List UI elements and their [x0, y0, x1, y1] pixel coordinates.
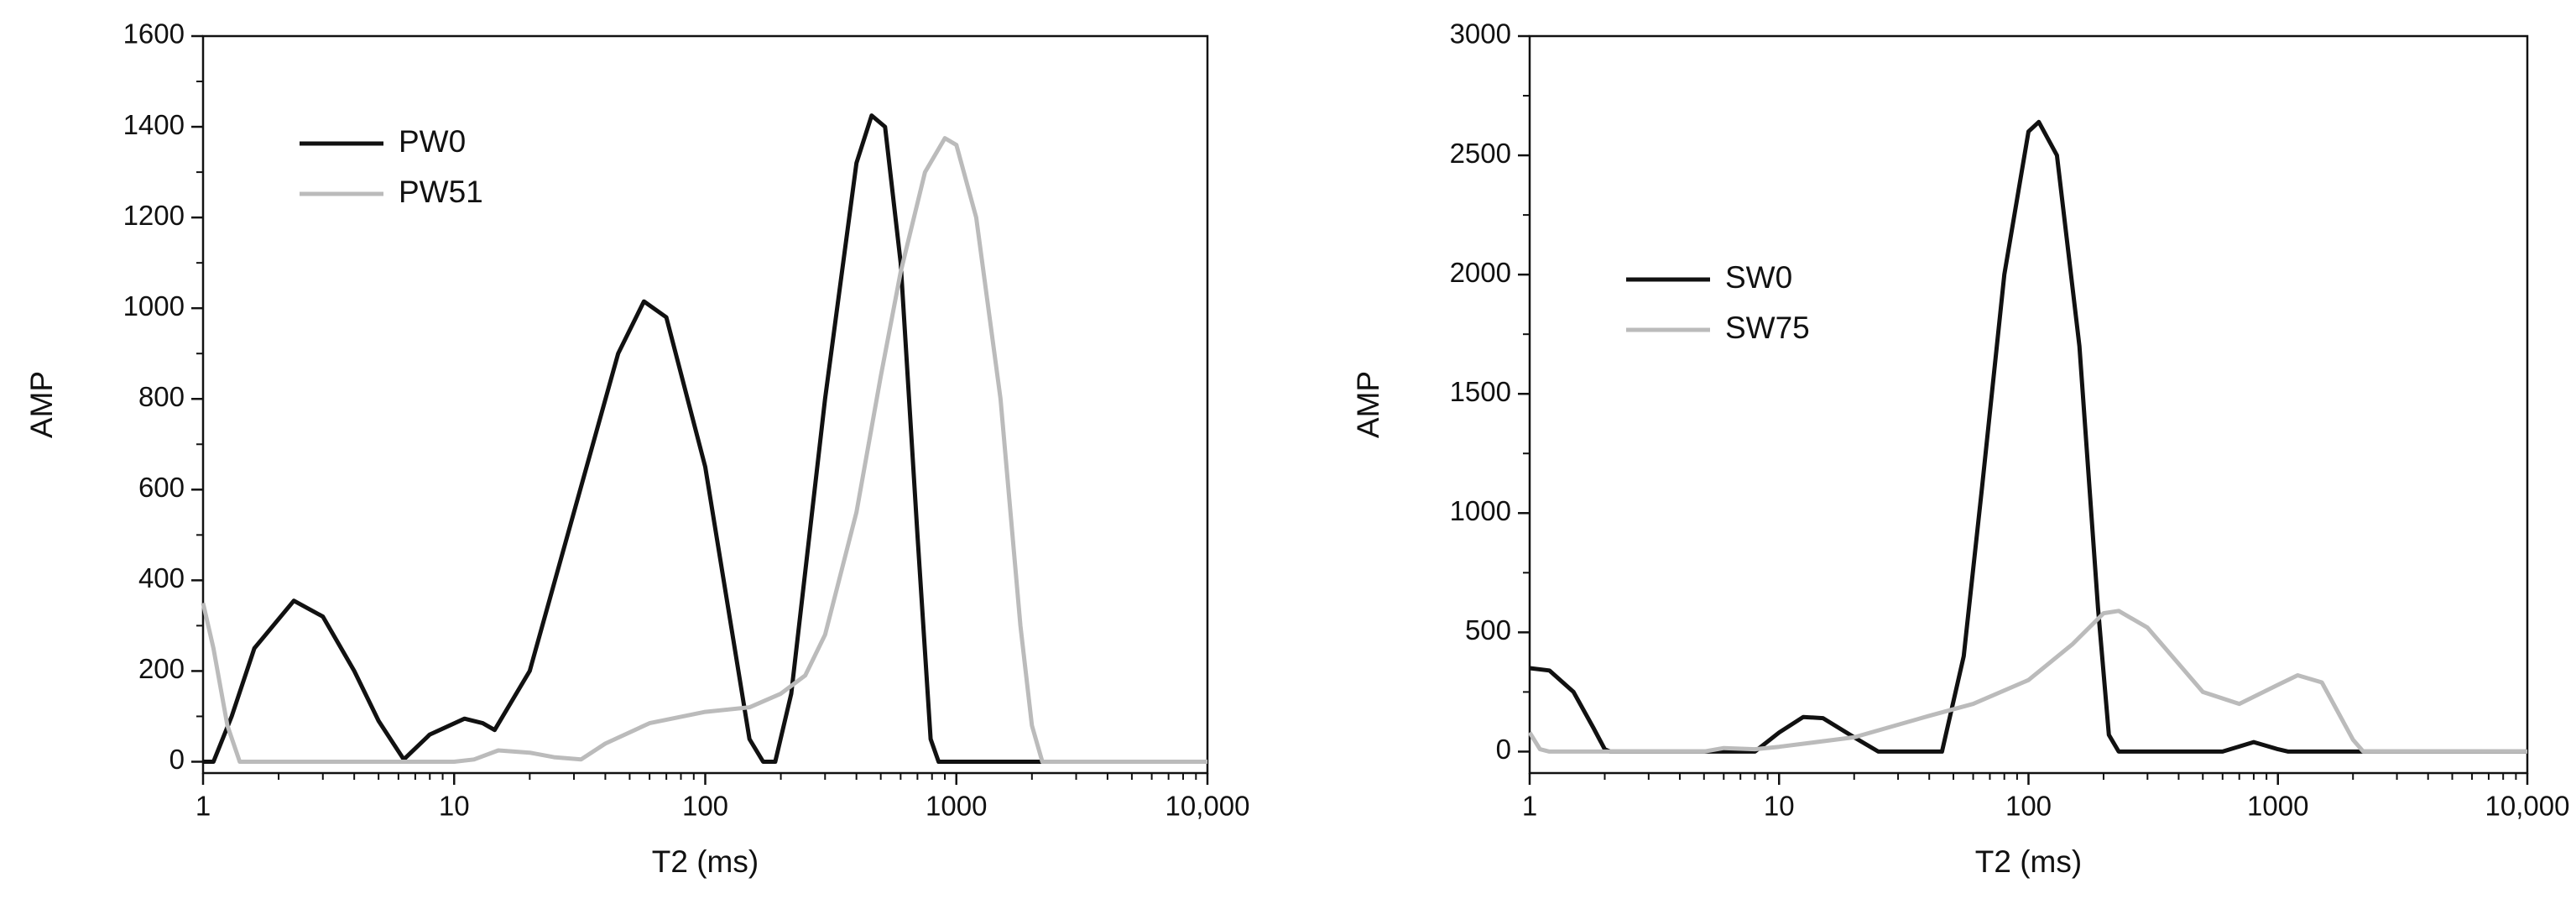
y-tick-label: 0	[169, 744, 185, 775]
x-tick-label: 100	[2005, 791, 2052, 822]
x-tick-label: 1000	[2247, 791, 2308, 822]
y-tick-label: 1000	[123, 290, 185, 321]
x-tick-label: 1	[196, 791, 211, 822]
plot-frame	[201, 34, 1209, 775]
y-tick-label: 800	[138, 381, 185, 412]
x-tick-label: 1000	[926, 791, 987, 822]
x-tick-label: 100	[682, 791, 728, 822]
y-tick-label: 200	[138, 653, 185, 684]
y-tick-label: 1400	[123, 109, 185, 140]
legend-label: PW0	[399, 124, 466, 159]
y-axis-title: AMP	[1351, 371, 1385, 438]
x-tick-label: 10	[439, 791, 470, 822]
legend-label: SW75	[1725, 311, 1810, 345]
y-tick-label: 1600	[123, 18, 185, 50]
plot-frame	[1528, 34, 2529, 775]
x-tick-label: 10,000	[2485, 791, 2570, 822]
data-line	[1527, 609, 2527, 754]
chart: 0 200 400 600 800 1000 1200 1400 1600 1 10 100 1000 1…	[24, 18, 1250, 879]
y-tick-label: 1200	[123, 200, 185, 231]
y-tick-label: 1500	[1450, 376, 1511, 407]
legend-label: SW0	[1725, 260, 1792, 295]
y-tick-label: 0	[1496, 734, 1511, 765]
y-tick-label: 2000	[1450, 257, 1511, 288]
y-tick-label: 3000	[1450, 18, 1511, 50]
legend-label: PW51	[399, 175, 483, 209]
y-axis-title: AMP	[24, 371, 59, 438]
y-tick-label: 1000	[1450, 495, 1511, 526]
y-tick-label: 2500	[1450, 138, 1511, 169]
x-tick-label: 10,000	[1165, 791, 1250, 822]
data-line	[201, 136, 1207, 764]
y-tick-label: 400	[138, 562, 185, 593]
x-axis-title: T2 (ms)	[1975, 844, 2082, 879]
data-line	[1529, 119, 2527, 754]
x-tick-label: 1	[1522, 791, 1537, 822]
x-axis-title: T2 (ms)	[652, 844, 759, 879]
data-line	[203, 113, 1207, 764]
x-tick-label: 10	[1764, 791, 1795, 822]
chart: 0 500 1000 1500 2000 2500 3000 1 10 100 1000 10,000…	[1351, 18, 2570, 879]
y-tick-label: 500	[1465, 614, 1511, 645]
y-tick-label: 600	[138, 472, 185, 503]
